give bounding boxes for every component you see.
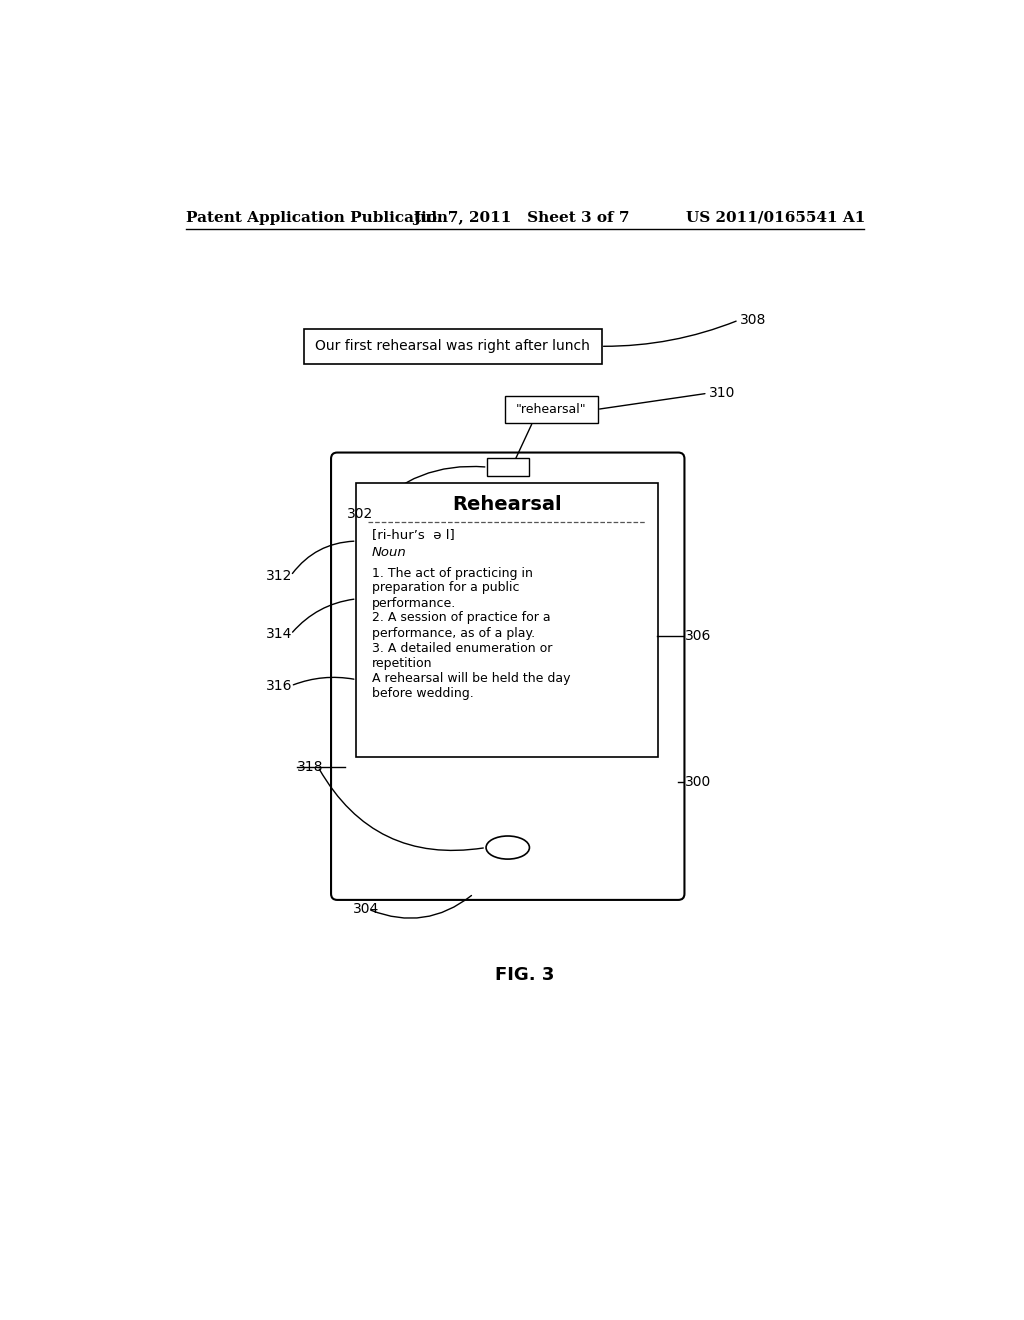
Text: [ri-hur’s  ə l]: [ri-hur’s ə l] — [372, 528, 455, 541]
FancyBboxPatch shape — [505, 396, 598, 422]
FancyBboxPatch shape — [356, 483, 658, 758]
Text: 1. The act of practicing in
preparation for a public
performance.
2. A session o: 1. The act of practicing in preparation … — [372, 566, 553, 669]
Text: Patent Application Publication: Patent Application Publication — [186, 211, 449, 224]
FancyBboxPatch shape — [486, 458, 528, 477]
FancyBboxPatch shape — [331, 453, 684, 900]
Text: 314: 314 — [266, 627, 292, 642]
Text: 300: 300 — [684, 775, 711, 789]
Text: 316: 316 — [266, 678, 293, 693]
Text: 304: 304 — [352, 902, 379, 916]
Text: 306: 306 — [684, 628, 711, 643]
Text: Our first rehearsal was right after lunch: Our first rehearsal was right after lunc… — [315, 339, 590, 354]
Text: Noun: Noun — [372, 546, 407, 560]
Text: Jul. 7, 2011   Sheet 3 of 7: Jul. 7, 2011 Sheet 3 of 7 — [414, 211, 630, 224]
Text: "rehearsal": "rehearsal" — [516, 403, 587, 416]
FancyBboxPatch shape — [304, 329, 601, 364]
Text: US 2011/0165541 A1: US 2011/0165541 A1 — [686, 211, 865, 224]
Text: FIG. 3: FIG. 3 — [496, 966, 554, 983]
Text: 308: 308 — [740, 313, 767, 327]
Ellipse shape — [486, 836, 529, 859]
Text: A rehearsal will be held the day
before wedding.: A rehearsal will be held the day before … — [372, 672, 570, 700]
Text: Rehearsal: Rehearsal — [453, 495, 562, 515]
Text: 318: 318 — [297, 760, 324, 774]
Text: 312: 312 — [266, 569, 292, 582]
Text: 302: 302 — [346, 507, 373, 521]
Text: 310: 310 — [710, 387, 735, 400]
